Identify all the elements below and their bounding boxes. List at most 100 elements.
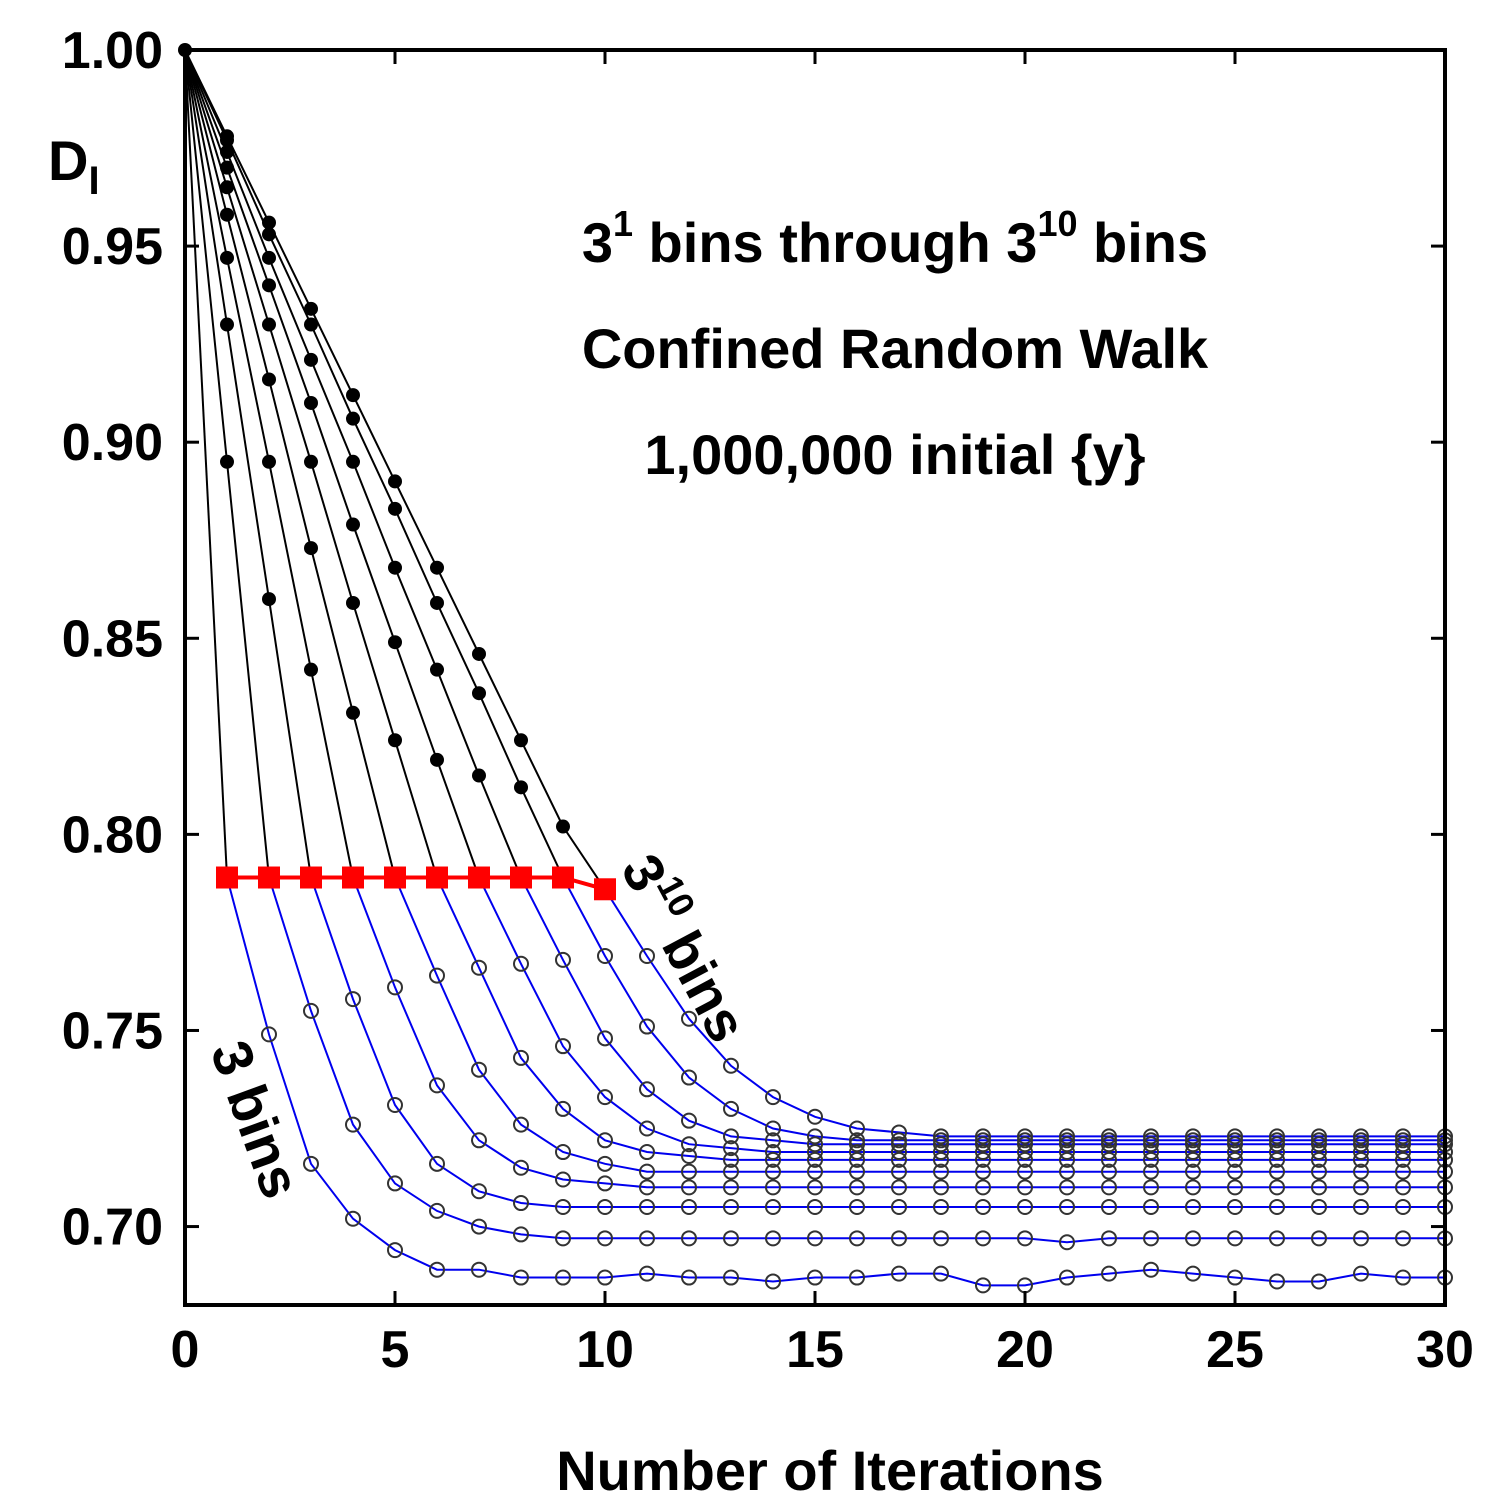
plateau-point [933, 1132, 949, 1149]
plateau-point [1143, 1163, 1159, 1180]
decay-point [388, 635, 402, 650]
plateau-point [765, 1132, 781, 1149]
plateau-point [1185, 1144, 1201, 1161]
plateau-point [975, 1132, 991, 1149]
plateau-point [1059, 1198, 1075, 1215]
plateau-point [1101, 1230, 1117, 1247]
decay-point [220, 250, 234, 265]
plateau-point [891, 1151, 907, 1168]
plateau-point [849, 1230, 865, 1247]
plateau-point [1101, 1179, 1117, 1196]
plateau-point [1311, 1144, 1327, 1161]
annotation-top-rest: bins [643, 907, 760, 1052]
plateau-point [597, 1030, 613, 1047]
plateau-point [639, 1230, 655, 1247]
decay-point [262, 250, 276, 265]
plateau-point [1185, 1136, 1201, 1153]
plateau-point [933, 1163, 949, 1180]
plateau-point [975, 1230, 991, 1247]
x-tick-label: 15 [786, 1321, 844, 1379]
plateau-point [1101, 1163, 1117, 1180]
plateau-point [1227, 1179, 1243, 1196]
plateau-point [471, 1261, 487, 1278]
decay-point [388, 474, 402, 489]
y-axis-label: DI [48, 129, 100, 203]
decay-point [304, 395, 318, 410]
plateau-point [1101, 1198, 1117, 1215]
plateau-point [723, 1179, 739, 1196]
plateau-point [1185, 1132, 1201, 1149]
plateau-point [1185, 1128, 1201, 1145]
plateau-point [597, 1269, 613, 1286]
plateau-point [933, 1151, 949, 1168]
plateau-point [849, 1132, 865, 1149]
plateau-point [429, 1202, 445, 1219]
transition-square [384, 866, 406, 889]
plateau-point [471, 959, 487, 976]
plateau-point [639, 1144, 655, 1161]
plateau-point [975, 1179, 991, 1196]
plateau-point [765, 1198, 781, 1215]
plateau-point [807, 1179, 823, 1196]
plateau-point [1017, 1151, 1033, 1168]
plateau-point [723, 1128, 739, 1145]
plateau-point [891, 1163, 907, 1180]
plateau-point [1143, 1136, 1159, 1153]
plateau-point [1227, 1269, 1243, 1286]
transition-square [594, 878, 616, 901]
plateau-point [723, 1140, 739, 1157]
plateau-point [723, 1057, 739, 1074]
plateau-point [555, 1269, 571, 1286]
plateau-point [765, 1151, 781, 1168]
plateau-point [1269, 1179, 1285, 1196]
plateau-point [1143, 1144, 1159, 1161]
plateau-point [1185, 1230, 1201, 1247]
plateau-point [1395, 1230, 1411, 1247]
decay-point [262, 278, 276, 293]
y-tick-label: 0.70 [62, 1199, 163, 1257]
y-tick-label: 0.90 [62, 414, 163, 472]
plateau-point [765, 1120, 781, 1137]
plateau-point [1143, 1198, 1159, 1215]
series-decay-line [184, 49, 480, 878]
chart-title: 31 bins through 310 bins Confined Random… [582, 203, 1209, 486]
plateau-point [807, 1269, 823, 1286]
plateau-point [345, 1116, 361, 1133]
decay-point [262, 592, 276, 607]
y-tick-label: 0.95 [62, 218, 163, 276]
plateau-point [555, 1100, 571, 1117]
plateau-point [387, 1096, 403, 1113]
plateau-point [1311, 1273, 1327, 1290]
plateau-point [1353, 1179, 1369, 1196]
series-decay-line [184, 49, 396, 878]
plateau-point [681, 1269, 697, 1286]
plateau-point [429, 1155, 445, 1172]
plateau-point [807, 1108, 823, 1125]
decay-point [388, 733, 402, 748]
decay-point [430, 752, 444, 767]
plateau-point [1017, 1128, 1033, 1145]
plateau-point [1143, 1230, 1159, 1247]
title-line-2: Confined Random Walk [582, 317, 1209, 380]
plateau-point [555, 1198, 571, 1215]
plateau-point [933, 1265, 949, 1282]
plateau-point [933, 1136, 949, 1153]
plateau-point [1227, 1128, 1243, 1145]
title-line-1: 31 bins through 310 bins [582, 203, 1208, 274]
plateau-point [471, 1218, 487, 1235]
plateau-point [1185, 1151, 1201, 1168]
title-line-1-end: bins [1077, 211, 1208, 274]
plateau-point [849, 1120, 865, 1137]
decay-point [220, 144, 234, 159]
plateau-point [1143, 1151, 1159, 1168]
plateau-point [387, 979, 403, 996]
plateau-point [723, 1230, 739, 1247]
plateau-point [639, 947, 655, 964]
title-line-1-base2: 3 [1006, 211, 1037, 274]
y-tick-label: 0.80 [62, 806, 163, 864]
plateau-point [597, 1155, 613, 1172]
plateau-point [681, 1163, 697, 1180]
annotation-top-series: 310 bins [609, 841, 765, 1052]
plateau-point [765, 1163, 781, 1180]
